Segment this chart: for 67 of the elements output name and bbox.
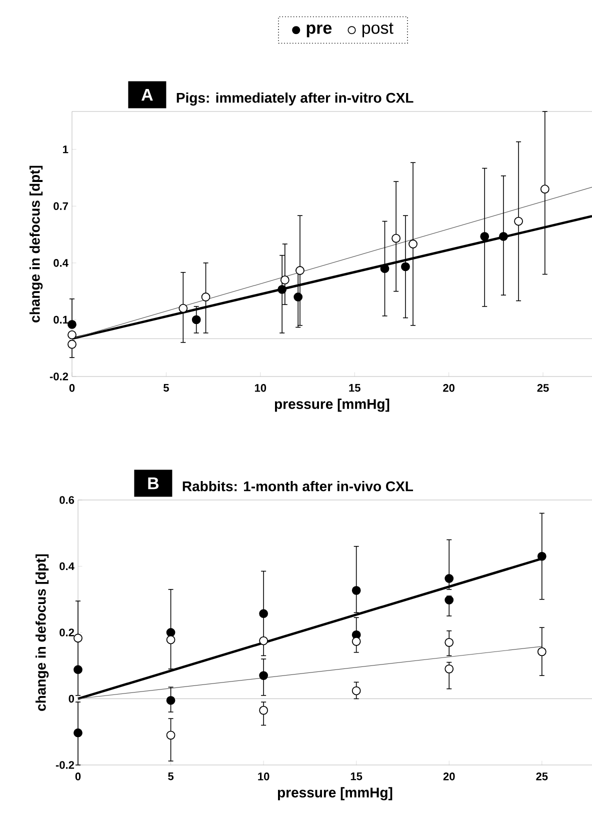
point (392, 234, 401, 243)
point (68, 330, 76, 340)
y-tick-label: 0.6 (60, 496, 74, 504)
x-tick-label: 25 (536, 772, 548, 780)
point (540, 184, 550, 194)
point (294, 292, 303, 302)
x-tick-label: 20 (443, 384, 454, 392)
point (444, 664, 454, 674)
x-tick-label: 15 (350, 772, 362, 780)
point (201, 292, 210, 302)
x-axis-title: pressure [mmHg] (274, 398, 390, 412)
chart-title: Rabbits: 1-month after in-vivo CXL (182, 480, 414, 492)
point (514, 216, 523, 226)
chart-title: Pigs: immediately after in-vitro CXL (176, 92, 414, 106)
x-tick-label: 25 (537, 384, 549, 392)
y-tick-label: 1 (63, 146, 68, 154)
point (166, 730, 176, 740)
x-tick-label: 20 (443, 772, 455, 780)
point (178, 304, 188, 313)
x-tick-label: 15 (349, 384, 360, 392)
x-tick-label: 0 (75, 772, 81, 780)
point (280, 276, 290, 284)
y-tick-label: 0.1 (54, 316, 68, 324)
legend-label: post (362, 22, 394, 38)
point (259, 609, 268, 618)
y-axis-title: change in defocus [dpt] (30, 166, 43, 322)
legend-label: pre (306, 24, 332, 38)
point (444, 596, 454, 604)
point (259, 706, 268, 715)
point (68, 320, 76, 329)
point (537, 647, 546, 656)
point (408, 240, 418, 248)
x-axis-title: pressure [mmHg] (278, 787, 392, 800)
point (352, 686, 361, 696)
x-tick-label: 10 (258, 772, 270, 780)
point (259, 671, 268, 680)
y-tick-label: 0.2 (60, 628, 74, 636)
x-tick-label: 5 (163, 384, 169, 392)
point (480, 232, 490, 241)
point (537, 552, 546, 561)
point (192, 315, 201, 324)
x-tick-label: 5 (168, 772, 174, 780)
y-tick-label: 0 (68, 694, 74, 703)
text: A (141, 88, 153, 101)
point (74, 728, 82, 738)
point (166, 628, 176, 637)
y-tick-label: -0.2 (56, 761, 74, 769)
text: B (148, 477, 159, 490)
point (74, 634, 82, 643)
point (499, 232, 508, 241)
point (401, 262, 410, 272)
point (68, 340, 76, 349)
point (352, 636, 361, 646)
y-axis-title: change in defocus [dpt] (36, 554, 49, 711)
y-tick-label: 0.4 (60, 562, 74, 570)
point (444, 574, 454, 583)
x-tick-label: 10 (254, 384, 266, 392)
point (166, 635, 176, 644)
point (74, 665, 82, 674)
point (259, 636, 268, 646)
y-tick-label: -0.2 (50, 372, 68, 380)
y-tick-label: 0.7 (54, 202, 68, 210)
point (444, 638, 454, 647)
point (166, 696, 176, 705)
point (352, 586, 361, 595)
y-tick-label: 0.4 (54, 259, 68, 267)
point (278, 284, 287, 294)
